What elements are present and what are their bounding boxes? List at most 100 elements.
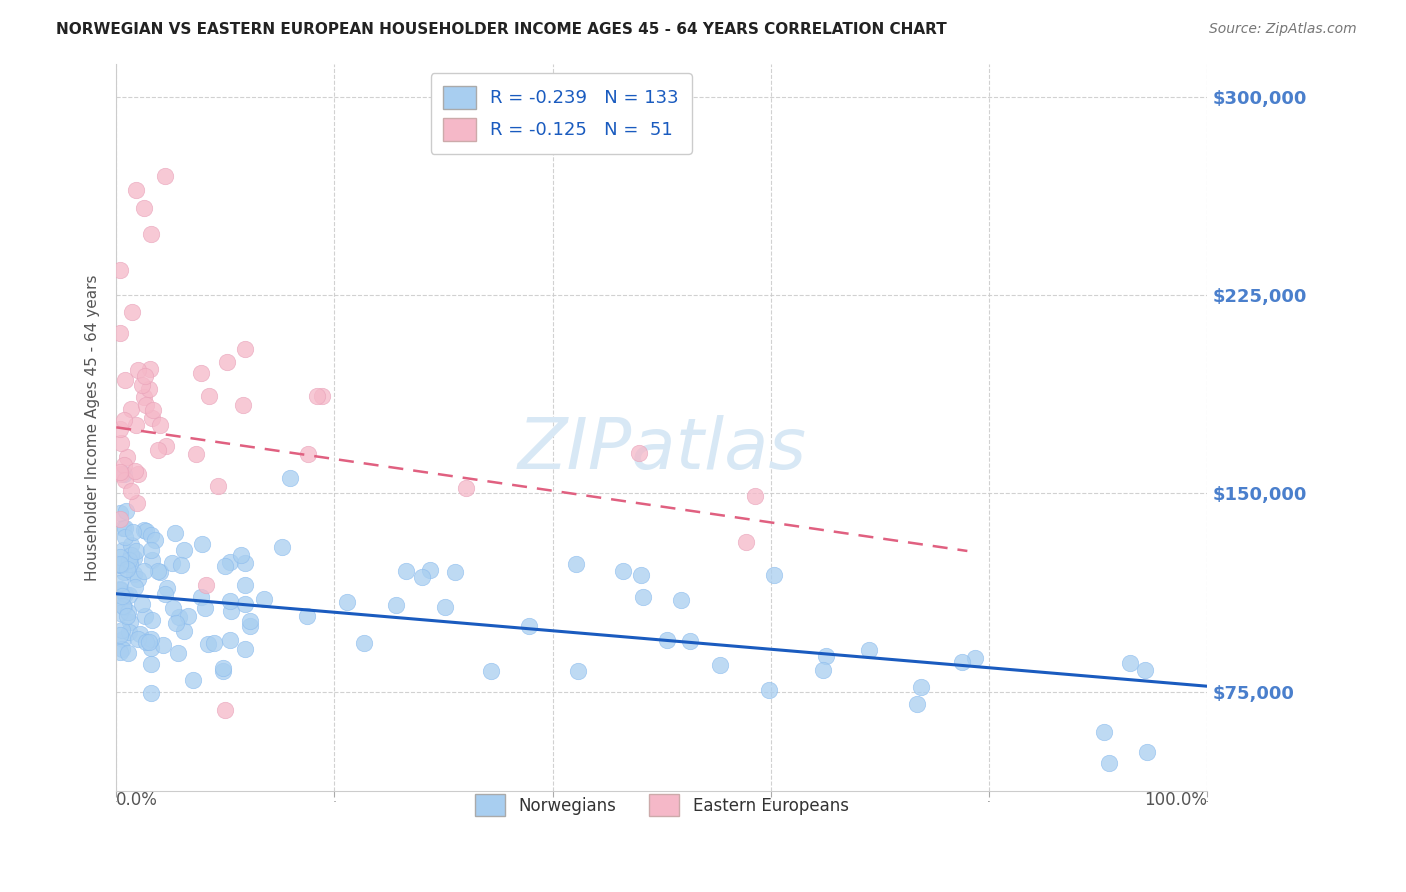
Point: [297, 447, 319, 461]
Point: [139, 686, 162, 700]
Point: [112, 467, 135, 481]
Point: [198, 389, 221, 403]
Point: [108, 557, 131, 571]
Point: [134, 564, 156, 578]
Point: [125, 183, 148, 197]
Point: [219, 594, 242, 608]
Point: [114, 587, 136, 601]
Point: [212, 661, 235, 675]
Point: [125, 418, 148, 433]
Point: [214, 703, 236, 717]
Point: [118, 553, 141, 567]
Point: [141, 640, 163, 655]
Point: [219, 633, 242, 648]
Point: [139, 362, 162, 376]
Point: [108, 645, 131, 659]
Point: [612, 564, 634, 578]
Point: [139, 543, 162, 558]
Point: [173, 542, 195, 557]
Point: [173, 624, 195, 638]
Point: [153, 586, 176, 600]
Legend: Norwegians, Eastern Europeans: Norwegians, Eastern Europeans: [465, 784, 859, 826]
Point: [567, 665, 589, 679]
Point: [155, 581, 177, 595]
Point: [1092, 725, 1115, 739]
Point: [111, 589, 134, 603]
Point: [114, 373, 136, 387]
Point: [108, 506, 131, 520]
Point: [117, 609, 139, 624]
Point: [135, 524, 157, 539]
Point: [194, 578, 217, 592]
Point: [155, 439, 177, 453]
Point: [112, 413, 135, 427]
Point: [858, 642, 880, 657]
Point: [165, 616, 187, 631]
Point: [146, 564, 169, 578]
Point: [628, 446, 651, 460]
Point: [108, 583, 131, 598]
Point: [735, 534, 758, 549]
Point: [122, 525, 145, 540]
Point: [127, 573, 149, 587]
Point: [155, 169, 177, 184]
Point: [108, 558, 131, 572]
Point: [657, 633, 679, 648]
Point: [169, 609, 191, 624]
Text: ZIPatlas: ZIPatlas: [517, 415, 806, 483]
Point: [190, 366, 212, 380]
Point: [108, 550, 131, 565]
Point: [215, 355, 238, 369]
Point: [141, 553, 163, 567]
Point: [142, 403, 165, 417]
Point: [132, 201, 155, 215]
Point: [207, 479, 229, 493]
Point: [111, 623, 134, 637]
Point: [127, 632, 149, 647]
Point: [162, 601, 184, 615]
Text: 0.0%: 0.0%: [117, 790, 157, 809]
Point: [239, 614, 262, 628]
Point: [122, 551, 145, 566]
Point: [184, 447, 207, 461]
Point: [111, 520, 134, 534]
Point: [235, 577, 257, 591]
Point: [120, 483, 142, 498]
Point: [139, 632, 162, 646]
Point: [239, 618, 262, 632]
Point: [121, 305, 143, 319]
Point: [814, 648, 837, 663]
Point: [108, 588, 131, 602]
Point: [295, 608, 318, 623]
Point: [233, 556, 256, 570]
Point: [212, 665, 235, 679]
Point: [411, 569, 433, 583]
Point: [143, 533, 166, 547]
Point: [177, 609, 200, 624]
Point: [631, 590, 654, 604]
Point: [138, 382, 160, 396]
Point: [117, 605, 139, 619]
Point: [905, 697, 928, 711]
Point: [167, 646, 190, 660]
Point: [108, 606, 131, 620]
Point: [115, 450, 138, 465]
Point: [127, 496, 149, 510]
Point: [335, 595, 357, 609]
Point: [565, 558, 588, 572]
Point: [122, 566, 145, 581]
Point: [517, 619, 540, 633]
Point: [419, 563, 441, 577]
Point: [110, 467, 132, 482]
Point: [108, 576, 131, 591]
Point: [744, 489, 766, 503]
Point: [131, 597, 153, 611]
Point: [353, 636, 375, 650]
Point: [120, 615, 142, 630]
Point: [152, 638, 174, 652]
Point: [630, 568, 652, 582]
Point: [111, 632, 134, 647]
Point: [148, 442, 170, 457]
Point: [108, 512, 131, 526]
Point: [108, 263, 131, 277]
